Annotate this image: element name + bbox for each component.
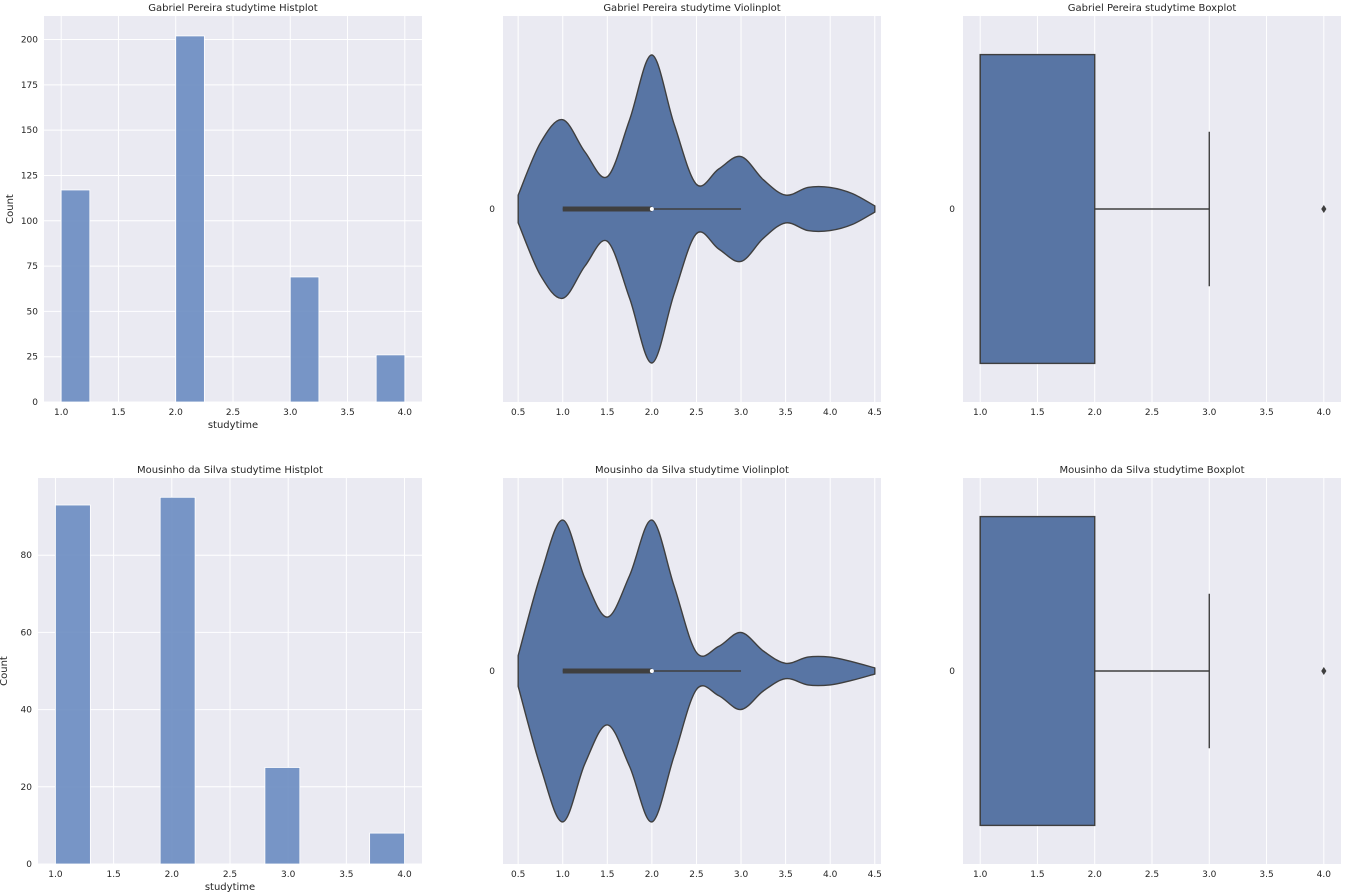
x-tick-label: 3.0 [1202, 408, 1217, 418]
category-tick-label: 0 [949, 205, 955, 215]
chart-title: Mousinho da Silva studytime Violinplot [595, 465, 789, 476]
x-tick-label: 3.0 [734, 408, 749, 418]
x-axis-label: studytime [205, 882, 255, 893]
subplot-2: Gabriel Pereira studytime Violinplot 0.5 1… [489, 3, 882, 418]
chart-title: Gabriel Pereira studytime Histplot [148, 3, 317, 14]
y-tick-label: 75 [27, 262, 38, 272]
y-tick-label: 50 [27, 307, 39, 317]
x-tick-label: 4.0 [823, 870, 838, 880]
y-tick-label: 25 [27, 353, 38, 363]
x-tick-label: 1.0 [48, 870, 63, 880]
x-tick-label: 4.0 [1317, 408, 1332, 418]
y-tick-label: 150 [21, 126, 38, 136]
x-tick-label: 2.0 [1088, 870, 1103, 880]
histogram-bar [369, 832, 405, 865]
box [979, 53, 1096, 365]
histogram-bar [175, 35, 205, 403]
x-tick-label: 2.5 [689, 408, 703, 418]
x-tick-label: 3.0 [281, 870, 296, 880]
y-axis-label: Count [5, 194, 16, 224]
x-tick-label: 3.5 [1259, 408, 1273, 418]
x-tick-label: 4.5 [868, 870, 882, 880]
y-tick-label: 60 [21, 628, 33, 638]
x-tick-label: 3.0 [1202, 870, 1217, 880]
y-tick-label: 40 [21, 706, 33, 716]
y-tick-label: 200 [21, 36, 38, 46]
x-tick-label: 1.0 [556, 870, 571, 880]
x-tick-label: 4.0 [398, 408, 413, 418]
x-tick-label: 1.5 [1030, 408, 1044, 418]
x-tick-label: 2.0 [645, 408, 660, 418]
x-tick-label: 0.5 [511, 870, 525, 880]
histogram-bar [60, 189, 91, 403]
violin-median-marker [649, 669, 654, 673]
x-tick-label: 2.5 [226, 408, 240, 418]
subplot-5: Mousinho da Silva studytime Violinplot 0.… [489, 465, 882, 880]
category-tick-label: 0 [489, 667, 495, 677]
subplot-4: Mousinho da Silva studytime Histplot 1.0 1… [0, 465, 422, 893]
violin-interquartile-bar [562, 668, 652, 674]
y-axis-label: Count [0, 656, 10, 686]
subplot-6: Mousinho da Silva studytime Boxplot 1.0 1.… [949, 465, 1341, 880]
chart-title: Gabriel Pereira studytime Violinplot [603, 3, 780, 14]
x-tick-label: 2.5 [1145, 408, 1159, 418]
category-tick-label: 0 [489, 205, 495, 215]
x-tick-label: 2.0 [169, 408, 184, 418]
y-tick-label: 125 [21, 171, 38, 181]
x-tick-label: 2.0 [165, 870, 180, 880]
x-tick-label: 3.5 [778, 408, 792, 418]
y-tick-label: 0 [32, 398, 38, 408]
x-tick-label: 4.5 [868, 408, 882, 418]
chart-title: Gabriel Pereira studytime Boxplot [1068, 3, 1237, 14]
violin-median-marker [649, 207, 654, 211]
x-tick-label: 1.5 [600, 408, 614, 418]
x-tick-label: 2.5 [223, 870, 237, 880]
histogram-bar [375, 354, 406, 403]
subplot-1: Gabriel Pereira studytime Histplot 1.0 1.5… [5, 3, 422, 431]
x-tick-label: 3.0 [283, 408, 298, 418]
category-tick-label: 0 [949, 667, 955, 677]
y-tick-label: 0 [26, 860, 32, 870]
x-tick-label: 1.0 [556, 408, 571, 418]
y-tick-label: 20 [21, 783, 33, 793]
violin-interquartile-bar [562, 206, 652, 212]
x-tick-label: 1.0 [973, 870, 988, 880]
box-outlier-marker [1321, 205, 1327, 213]
x-tick-label: 0.5 [511, 408, 525, 418]
histogram-bar [289, 276, 320, 403]
histogram-bar [159, 496, 196, 865]
x-tick-label: 2.5 [1145, 870, 1159, 880]
box [979, 515, 1096, 827]
x-tick-label: 2.0 [1088, 408, 1103, 418]
x-tick-label: 4.0 [823, 408, 838, 418]
chart-title: Mousinho da Silva studytime Boxplot [1059, 465, 1244, 476]
x-tick-label: 3.5 [340, 408, 354, 418]
histogram-bar [264, 767, 301, 865]
box-outlier-marker [1321, 667, 1327, 675]
x-tick-label: 3.5 [778, 870, 792, 880]
x-tick-label: 1.5 [106, 870, 120, 880]
x-axis-label: studytime [208, 420, 258, 431]
x-tick-label: 4.0 [1317, 870, 1332, 880]
chart-title: Mousinho da Silva studytime Histplot [137, 465, 323, 476]
subplot-3: Gabriel Pereira studytime Boxplot 1.0 1.5 2… [949, 3, 1341, 418]
x-tick-label: 4.0 [397, 870, 412, 880]
y-tick-label: 175 [21, 81, 38, 91]
x-tick-label: 1.0 [973, 408, 988, 418]
x-tick-label: 1.5 [1030, 870, 1044, 880]
x-tick-label: 3.0 [734, 870, 749, 880]
y-tick-label: 80 [21, 551, 33, 561]
x-tick-label: 3.5 [1259, 870, 1273, 880]
y-tick-label: 100 [21, 217, 38, 227]
x-tick-label: 1.0 [54, 408, 69, 418]
x-tick-label: 3.5 [339, 870, 353, 880]
x-tick-label: 2.5 [689, 870, 703, 880]
x-tick-label: 2.0 [645, 870, 660, 880]
x-tick-label: 1.5 [600, 870, 614, 880]
histogram-bar [55, 504, 91, 865]
x-tick-label: 1.5 [111, 408, 125, 418]
